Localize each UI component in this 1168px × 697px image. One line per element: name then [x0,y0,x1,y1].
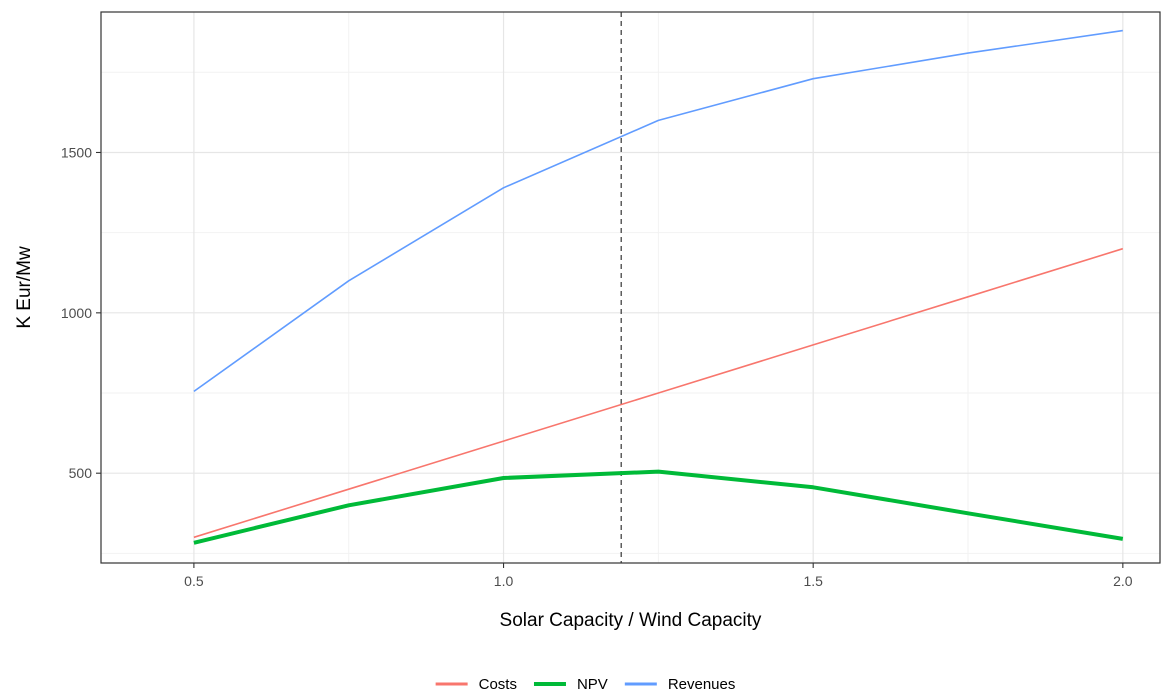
x-axis-title: Solar Capacity / Wind Capacity [500,610,762,631]
x-tick-label: 1.5 [803,573,823,589]
legend-label-revenues: Revenues [668,676,736,693]
major-grid [101,12,1160,563]
y-axis-ticks: 500 1000 1500 [61,144,101,481]
series-line-revenues [193,29,1123,393]
series-line-npv [193,469,1124,545]
series-layer [193,29,1124,545]
x-tick-label: 0.5 [184,573,204,589]
y-tick-label: 500 [69,465,93,481]
y-tick-label: 1000 [61,305,92,321]
x-tick-label: 1.0 [494,573,514,589]
y-tick-label: 1500 [61,144,92,160]
minor-grid [101,12,1160,563]
x-axis-ticks: 0.5 1.0 1.5 2.0 [184,563,1133,589]
legend-label-npv: NPV [577,676,608,693]
plot-panel-border [100,11,1161,564]
legend: Costs NPV Revenues [435,676,736,693]
x-tick-label: 2.0 [1113,573,1133,589]
legend-label-costs: Costs [479,676,517,693]
y-axis-title: K Eur/Mw [14,246,35,329]
series-line-costs [193,247,1124,539]
